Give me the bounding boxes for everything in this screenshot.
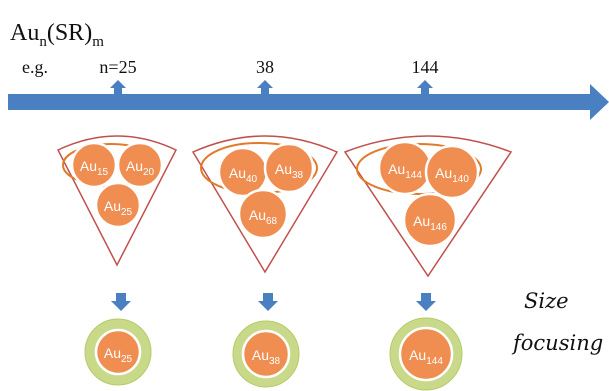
svg-text:Au38: Au38 [252, 347, 281, 367]
eg-label: e.g. [22, 57, 48, 77]
formula-label: Aun(SR)m [10, 20, 104, 50]
down-arrow-icon [258, 293, 278, 311]
particle-au144: Au144 [377, 140, 433, 196]
particle-au68: Au68 [237, 188, 289, 240]
particle-au38: Au38 [263, 142, 315, 194]
caption-size: Size [524, 289, 569, 313]
size-label-1: n=25 [99, 57, 136, 77]
product-au25: Au25 [84, 318, 152, 386]
svg-text:Au144: Au144 [388, 161, 422, 181]
svg-text:Au144: Au144 [409, 347, 443, 367]
svg-text:Au68: Au68 [249, 207, 278, 227]
cone-1 [56, 135, 178, 267]
particle-au140: Au140 [424, 144, 480, 200]
particle-au25: Au25 [94, 181, 142, 229]
particle-au40: Au40 [217, 146, 269, 198]
down-arrow-icon [111, 293, 131, 311]
cone-2 [191, 135, 339, 274]
size-axis-arrow [8, 84, 609, 120]
particle-au15: Au15 [70, 141, 118, 189]
product-au144: Au144 [389, 317, 463, 391]
svg-text:Au146: Au146 [413, 213, 447, 233]
size-label-3: 144 [412, 57, 439, 77]
size-label-2: 38 [256, 57, 274, 77]
up-arrow-icon [110, 80, 126, 94]
product-au38: Au38 [232, 320, 300, 388]
svg-text:Au25: Au25 [104, 198, 133, 218]
svg-text:Au38: Au38 [275, 161, 304, 181]
svg-text:Au15: Au15 [80, 158, 109, 178]
particle-au20: Au20 [116, 141, 164, 189]
caption-focusing: focusing [511, 331, 603, 355]
selection-ellipse [356, 143, 482, 195]
svg-text:Au20: Au20 [126, 158, 155, 178]
up-arrow-icon [257, 80, 273, 94]
up-arrow-icon [417, 80, 433, 94]
svg-text:Au40: Au40 [229, 165, 258, 185]
svg-text:Au25: Au25 [104, 345, 133, 365]
cone-3 [343, 135, 513, 278]
particle-au146: Au146 [402, 192, 458, 248]
down-arrow-icon [416, 293, 436, 311]
svg-text:Au140: Au140 [435, 165, 469, 185]
